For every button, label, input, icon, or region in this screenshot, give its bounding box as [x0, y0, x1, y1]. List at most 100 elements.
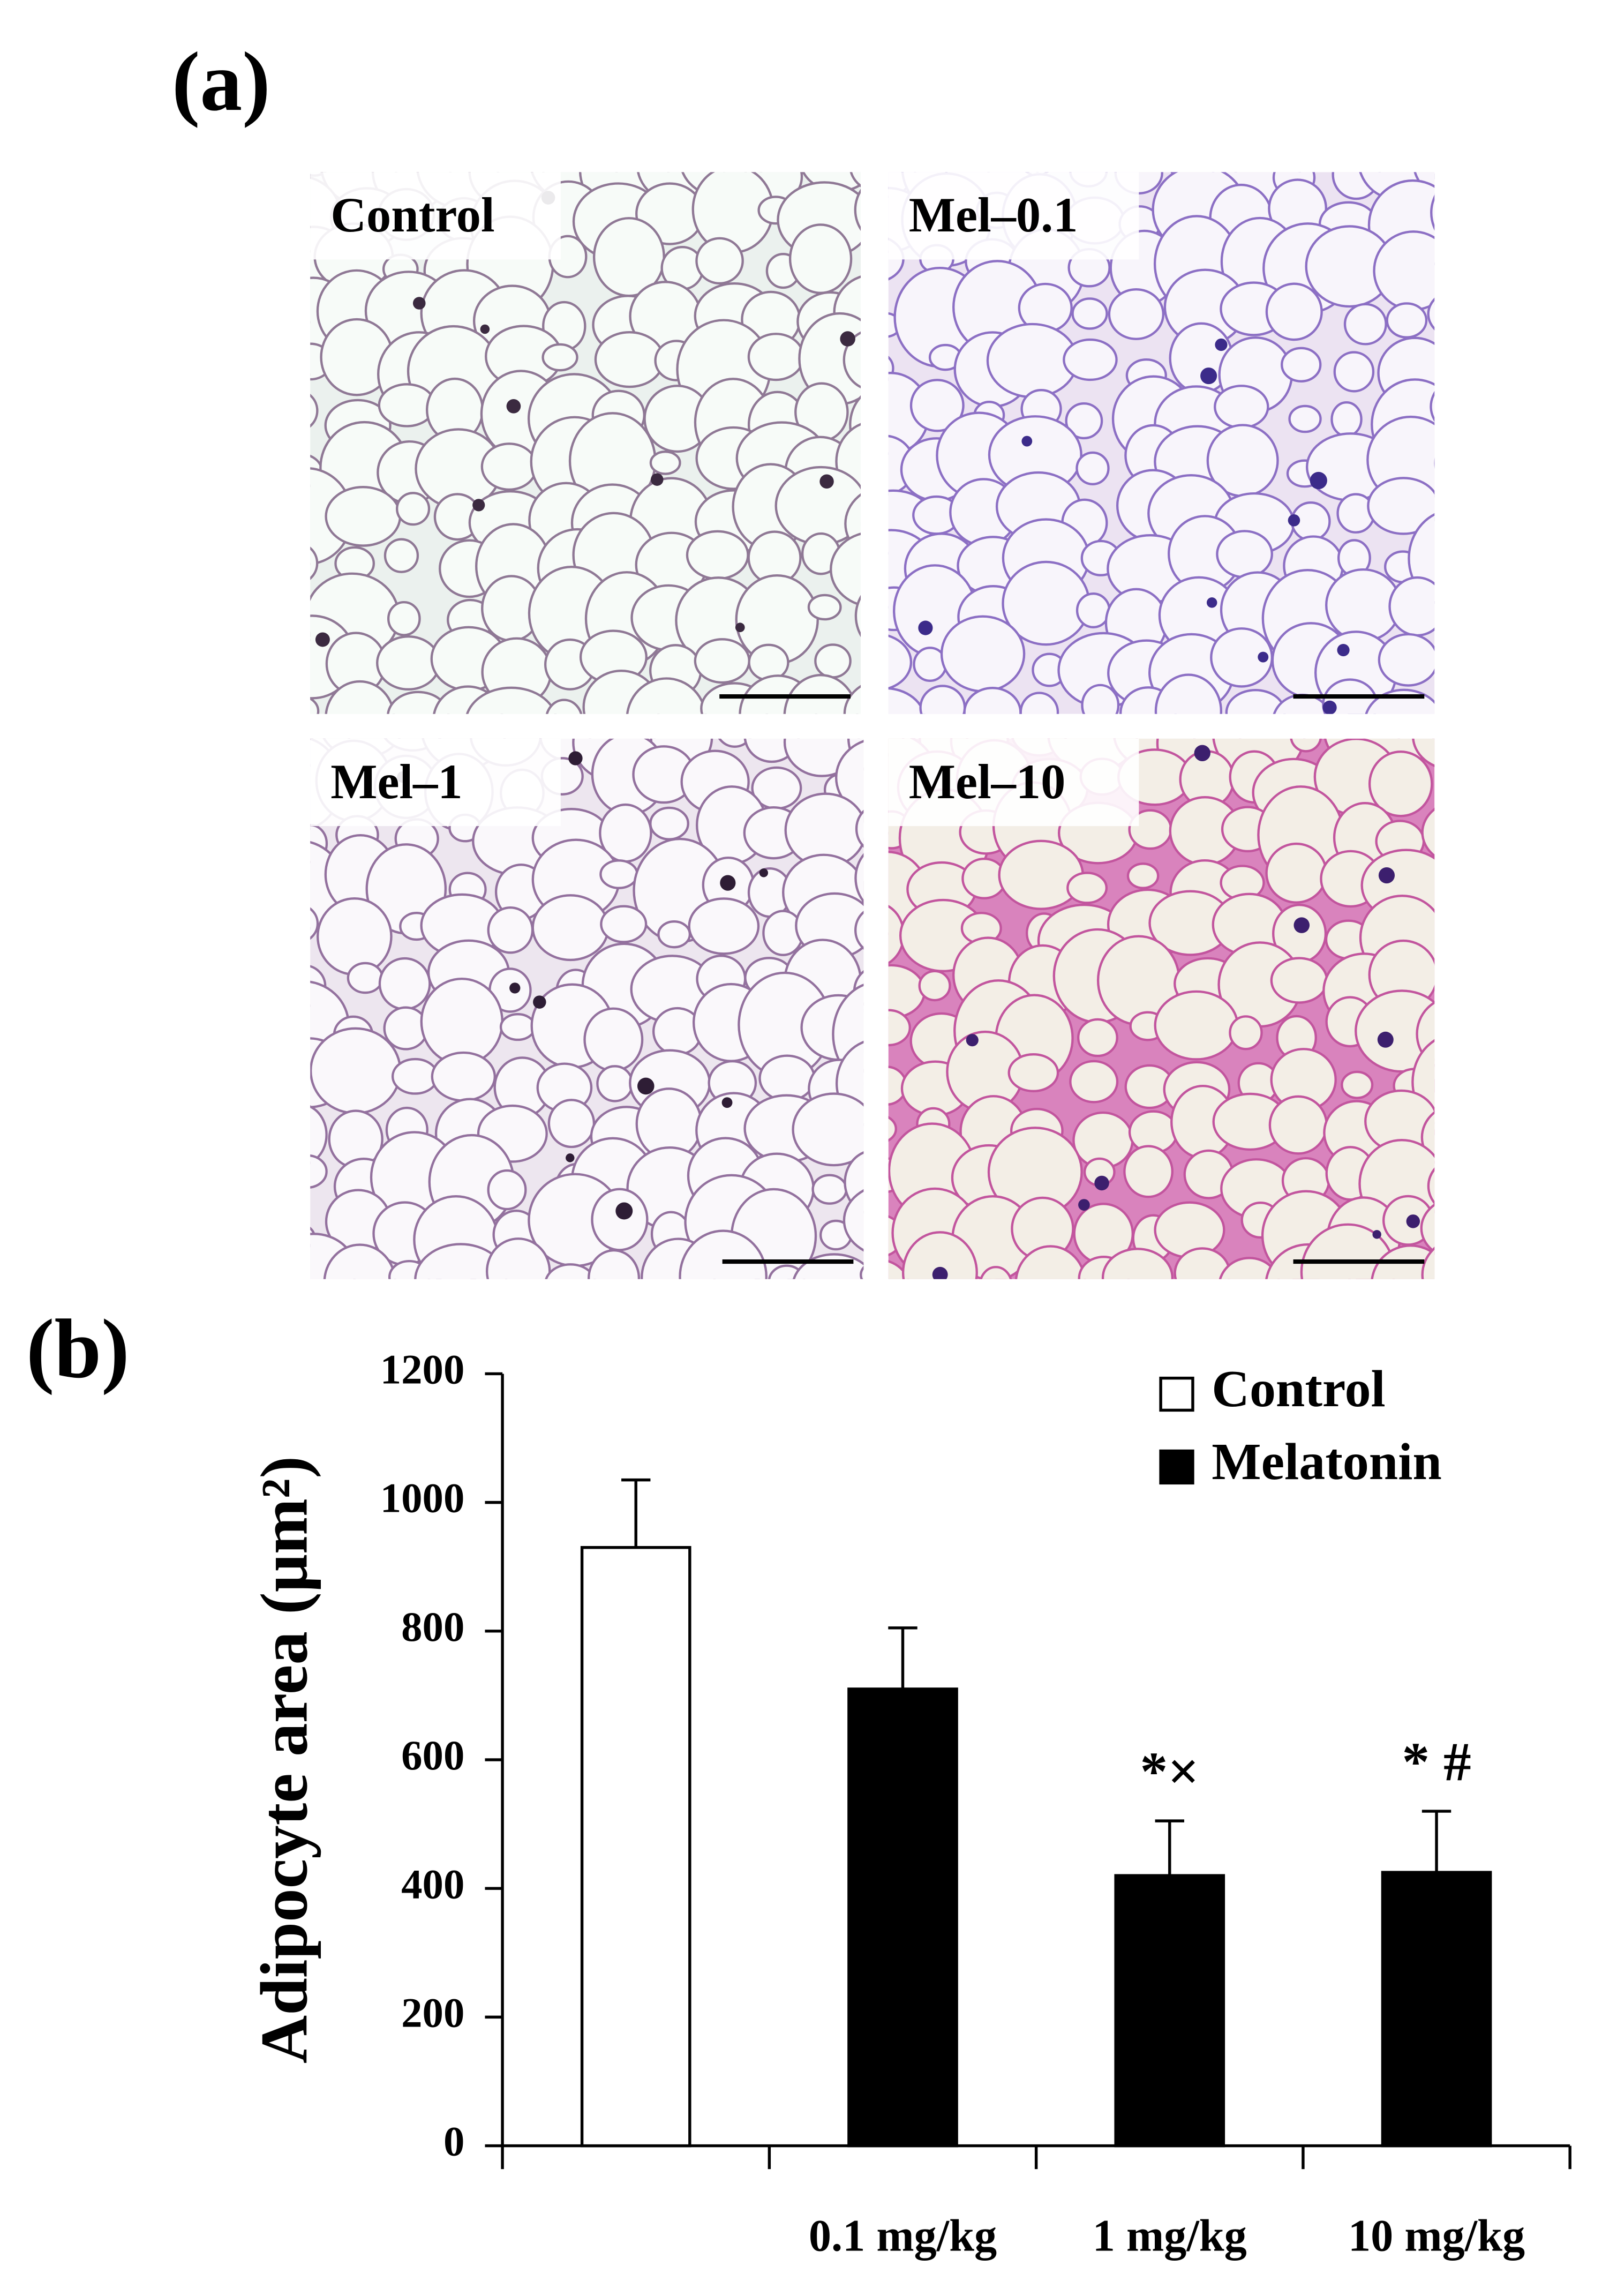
micrograph: [888, 738, 1487, 1279]
cell: [480, 442, 538, 491]
cell: [1427, 297, 1435, 331]
nucleus: [1288, 514, 1300, 527]
x-tick-label: 0.1 mg/kg: [809, 2211, 997, 2261]
cell: [1343, 303, 1387, 346]
cell: [1014, 1245, 1086, 1279]
cell: [487, 1169, 527, 1211]
cell: [1434, 457, 1435, 469]
cell: [1421, 1247, 1435, 1279]
cell: [1025, 172, 1049, 177]
cell: [310, 907, 319, 940]
cell: [499, 1012, 536, 1041]
cell: [830, 532, 861, 606]
cell: [747, 333, 804, 381]
bar: [847, 1687, 958, 2148]
cell: [310, 697, 320, 714]
image-label: Mel–10: [909, 754, 1066, 809]
nucleus: [615, 1202, 633, 1220]
nucleus: [1094, 1175, 1109, 1191]
cell: [1445, 646, 1476, 674]
nucleus: [918, 620, 933, 635]
cell: [1071, 297, 1108, 330]
cell: [600, 905, 648, 943]
nucleus: [1377, 1031, 1394, 1048]
cell: [860, 1266, 864, 1279]
nucleus: [637, 1077, 655, 1095]
nucleus: [1310, 471, 1327, 490]
cell: [718, 738, 751, 748]
cell: [1430, 391, 1435, 422]
image-label: Mel–1: [330, 754, 462, 809]
cell: [888, 1009, 911, 1047]
cell: [1216, 530, 1273, 579]
cell: [1268, 1095, 1328, 1155]
cell: [1330, 401, 1363, 438]
cell: [940, 615, 1026, 693]
nucleus: [720, 875, 736, 891]
cell: [888, 1116, 897, 1142]
cell: [378, 957, 431, 1011]
cell: [545, 699, 583, 714]
cell: [1430, 194, 1435, 231]
cell: [1265, 842, 1328, 904]
label-bg: [310, 172, 561, 260]
cell: [1081, 684, 1120, 714]
nucleus: [566, 1153, 575, 1162]
cell: [1446, 689, 1491, 740]
y-tick-label: 200: [401, 1990, 464, 2036]
cell: [1373, 230, 1435, 311]
cell: [688, 897, 760, 955]
cell: [1126, 862, 1160, 889]
cell: [1065, 402, 1103, 440]
cell: [1154, 990, 1239, 1061]
nucleus: [1200, 367, 1217, 385]
nucleus: [840, 331, 855, 347]
cell: [1101, 1248, 1174, 1279]
cell: [1154, 1201, 1225, 1259]
cell: [1445, 904, 1487, 941]
nucleus: [1406, 1214, 1420, 1228]
cell: [1371, 1244, 1435, 1279]
cell: [888, 1066, 907, 1106]
y-tick-label: 600: [401, 1732, 464, 1779]
bar: [1114, 1874, 1225, 2148]
nucleus: [1194, 745, 1210, 761]
nucleus: [1337, 643, 1350, 657]
label-bg: [888, 738, 1139, 827]
cell: [918, 970, 951, 1002]
nucleus: [651, 473, 664, 486]
cell: [325, 486, 402, 547]
nucleus: [509, 982, 521, 994]
cell: [679, 1229, 768, 1279]
cell: [695, 237, 744, 285]
cell: [310, 1154, 328, 1189]
cell: [1075, 451, 1110, 485]
cell: [1427, 1167, 1435, 1205]
cell: [391, 1057, 439, 1095]
nucleus: [1372, 1230, 1381, 1239]
cell: [387, 601, 421, 636]
legend-label: Melatonin: [1212, 1433, 1442, 1491]
cell: [1368, 750, 1433, 817]
nucleus: [735, 622, 745, 633]
cell: [1445, 956, 1485, 992]
cell: [649, 806, 689, 841]
cell: [1270, 957, 1328, 1004]
cell: [1420, 1203, 1435, 1254]
cell: [465, 686, 557, 714]
cell: [591, 1188, 649, 1251]
cell: [1436, 594, 1486, 631]
cell: [686, 530, 749, 580]
cell: [1288, 404, 1322, 433]
nucleus: [533, 995, 546, 1009]
cell: [485, 1237, 551, 1279]
cell: [310, 394, 319, 428]
cell: [649, 450, 681, 475]
cell: [541, 343, 578, 372]
y-tick-label: 0: [443, 2119, 464, 2165]
cell: [1007, 1053, 1059, 1093]
cell: [323, 1243, 396, 1279]
cell: [1063, 338, 1118, 381]
cell: [807, 594, 842, 621]
cell: [694, 638, 750, 684]
